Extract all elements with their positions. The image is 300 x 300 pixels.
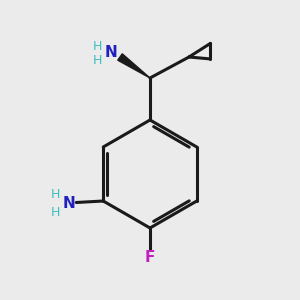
Polygon shape — [118, 54, 150, 78]
Text: H: H — [50, 188, 60, 202]
Text: N: N — [105, 45, 117, 60]
Text: H: H — [93, 40, 102, 53]
Text: F: F — [145, 250, 155, 266]
Text: H: H — [50, 206, 60, 220]
Text: H: H — [93, 53, 102, 67]
Text: N: N — [62, 196, 75, 211]
